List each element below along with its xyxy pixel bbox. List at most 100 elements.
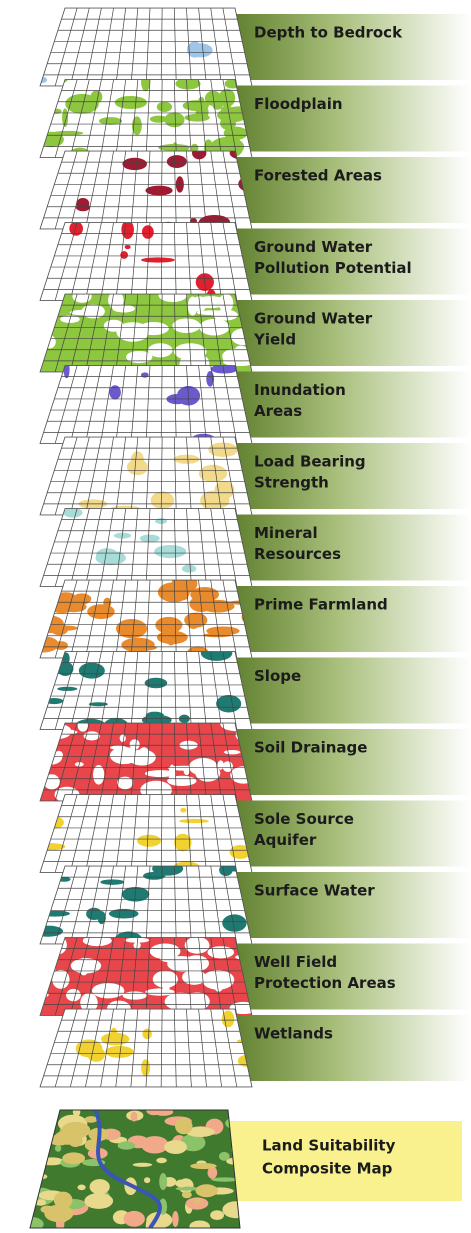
map-grid — [160, 723, 163, 801]
map-grid — [186, 8, 192, 86]
map-feature — [175, 79, 201, 90]
map-feature — [164, 1140, 188, 1155]
map-grid — [130, 365, 139, 444]
map-grid — [115, 79, 127, 158]
map-feature — [100, 879, 125, 885]
map-grid — [173, 437, 177, 515]
map-feature — [117, 1141, 136, 1150]
map-grid — [100, 151, 114, 229]
map-feature — [180, 807, 187, 813]
layer-label-box — [228, 872, 471, 938]
map-grid — [100, 794, 114, 873]
map-grid — [173, 294, 177, 372]
map-grid — [198, 222, 207, 301]
layer-label: Forested Areas — [254, 167, 382, 185]
map-grid — [210, 1009, 223, 1087]
map-grid — [186, 937, 192, 1016]
map-feature — [222, 1201, 240, 1219]
map-feature — [54, 1144, 62, 1152]
map-grid — [85, 651, 102, 730]
map-feature — [141, 225, 154, 239]
map-grid — [145, 651, 151, 730]
map-feature — [155, 518, 167, 525]
map-feature — [43, 452, 55, 458]
map-feature — [105, 1045, 134, 1058]
layer-label-box — [228, 228, 471, 295]
map-feature — [175, 1186, 199, 1191]
map-grid — [198, 437, 207, 515]
map-grid — [186, 222, 192, 301]
map-feature — [44, 1204, 74, 1223]
map-feature — [196, 310, 228, 316]
map-feature — [40, 750, 63, 765]
map-feature — [57, 686, 78, 691]
map-grid — [54, 222, 78, 301]
map-feature — [143, 871, 166, 880]
map-grid — [100, 8, 114, 86]
map-feature — [187, 296, 198, 316]
map-feature — [40, 76, 48, 84]
map-feature — [189, 1220, 210, 1228]
map-feature — [175, 1179, 188, 1188]
map-grid — [186, 580, 192, 658]
layer-label-box — [228, 943, 471, 1010]
map-grid — [210, 222, 223, 301]
map-layer — [40, 794, 252, 873]
map-grid — [198, 365, 207, 444]
layer-label-box — [228, 586, 471, 652]
map-grid — [54, 866, 78, 944]
map-feature — [218, 1151, 230, 1161]
map-feature — [117, 776, 134, 790]
map-grid — [198, 580, 207, 658]
map-feature — [93, 765, 105, 785]
composite-label-box — [228, 1121, 462, 1201]
layer-label-box — [228, 157, 471, 223]
map-grid — [85, 1009, 102, 1087]
map-feature — [45, 698, 64, 705]
map-feature — [144, 770, 176, 777]
map-feature — [177, 348, 201, 355]
map-feature — [144, 1177, 151, 1184]
map-grid — [198, 508, 207, 587]
map-grid — [222, 580, 238, 658]
map-feature — [145, 988, 175, 996]
map-grid — [160, 937, 163, 1016]
map-feature — [137, 834, 162, 847]
map-grid — [130, 794, 139, 873]
map-grid — [69, 1009, 90, 1087]
map-grid — [160, 580, 163, 658]
map-feature — [154, 544, 187, 559]
map-grid — [173, 79, 177, 158]
map-feature — [122, 157, 147, 171]
map-grid — [222, 222, 238, 301]
map-grid — [130, 79, 139, 158]
map-grid — [210, 580, 223, 658]
map-feature — [229, 845, 252, 859]
map-river — [93, 1110, 162, 1228]
map-feature — [48, 1134, 71, 1146]
map-grid — [160, 437, 163, 515]
map-grid — [173, 651, 177, 730]
map-grid — [69, 723, 90, 801]
map-grid — [222, 437, 238, 515]
map-feature — [87, 1047, 106, 1062]
map-grid — [198, 723, 207, 801]
map-grid — [130, 580, 139, 658]
map-feature — [126, 459, 148, 476]
map-feature — [200, 599, 235, 613]
map-feature — [223, 749, 241, 755]
map-feature — [62, 1152, 86, 1165]
map-grid — [198, 294, 207, 372]
map-grid — [145, 151, 151, 229]
map-grid — [186, 151, 192, 229]
map-feature — [140, 1136, 169, 1154]
map-feature — [217, 760, 224, 770]
map-grid — [130, 437, 139, 515]
map-feature — [70, 958, 102, 974]
map-grid — [54, 1009, 78, 1087]
map-feature — [40, 945, 54, 966]
map-feature — [88, 702, 108, 707]
map-feature — [145, 185, 173, 196]
map-feature — [130, 1111, 138, 1122]
map-grid — [100, 79, 114, 158]
